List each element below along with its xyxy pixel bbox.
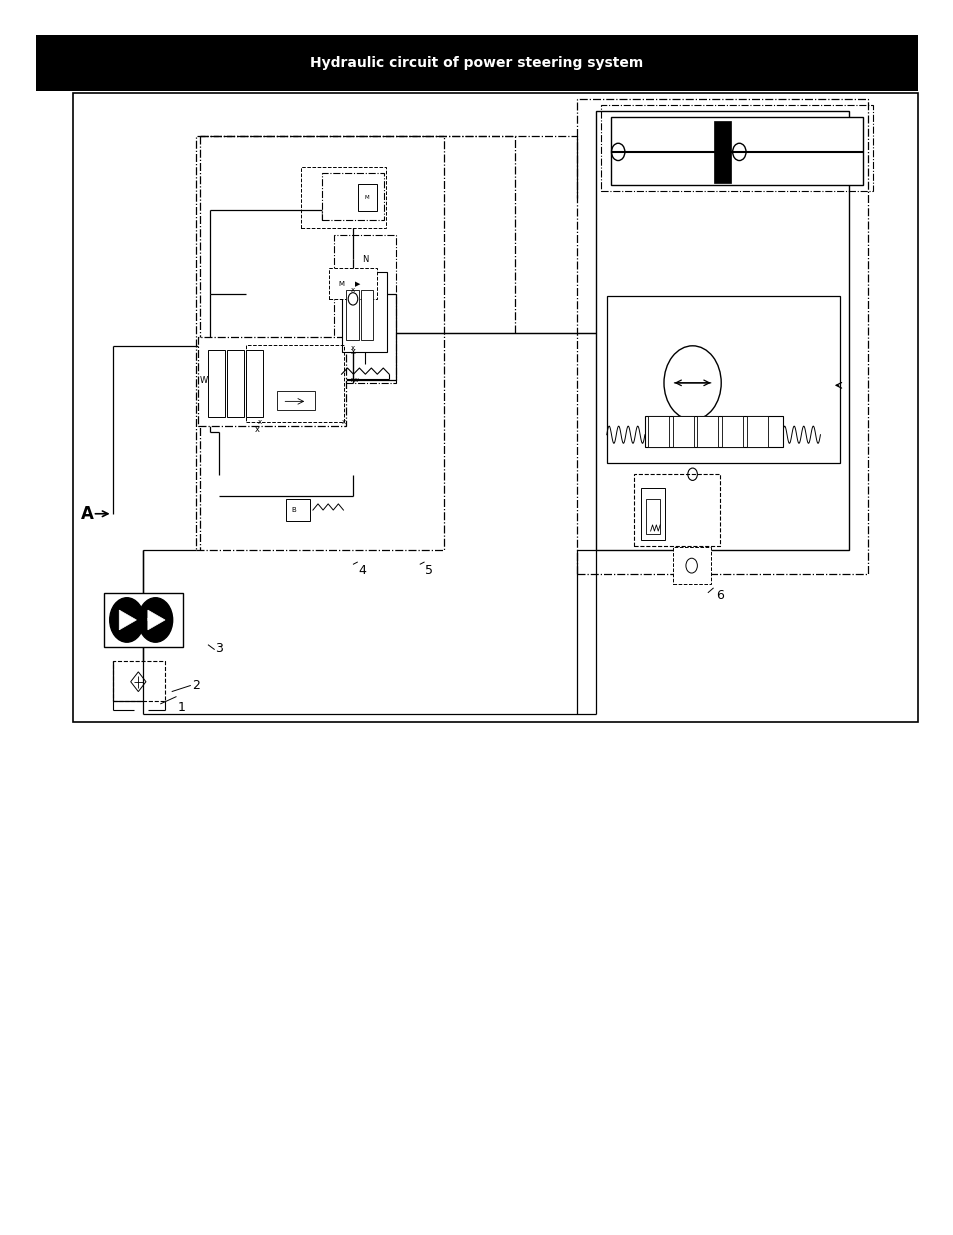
Circle shape [138, 598, 172, 642]
Text: W: W [200, 375, 208, 385]
Bar [647, 416, 668, 447]
Bar [610, 117, 862, 185]
Text: 4: 4 [358, 564, 366, 577]
Bar [721, 416, 742, 447]
Text: Hydraulic circuit of power steering system: Hydraulic circuit of power steering syst… [310, 56, 643, 70]
Bar [360, 290, 373, 340]
Bar [72, 93, 917, 722]
Text: 3: 3 [215, 642, 223, 655]
Text: M: M [338, 282, 344, 287]
Bar [300, 167, 386, 228]
Bar [246, 350, 263, 417]
Bar [577, 99, 867, 574]
Bar [713, 121, 730, 183]
Bar [640, 488, 664, 540]
Bar [645, 499, 659, 534]
Bar [322, 173, 384, 220]
Bar [672, 547, 710, 584]
Bar [600, 105, 872, 191]
Text: x: x [257, 420, 261, 425]
Text: B: B [292, 508, 295, 513]
Bar [36, 35, 917, 91]
Bar [227, 350, 244, 417]
Bar [286, 499, 310, 521]
Bar [104, 593, 183, 647]
Text: ▶: ▶ [355, 282, 360, 287]
Bar [746, 416, 767, 447]
Text: PW: PW [350, 378, 359, 383]
Bar [208, 350, 225, 417]
Bar [195, 136, 443, 550]
Bar [672, 416, 693, 447]
Bar [644, 416, 782, 447]
Circle shape [110, 598, 144, 642]
Text: 1: 1 [177, 701, 185, 714]
Bar [334, 235, 395, 383]
Text: 6: 6 [716, 589, 723, 601]
Text: FIRST: FIRST [120, 618, 133, 622]
Text: x: x [351, 346, 355, 351]
Bar [346, 290, 358, 340]
Text: SECOND: SECOND [147, 618, 164, 622]
Bar [276, 391, 314, 410]
Text: 2: 2 [192, 679, 199, 692]
Text: A: A [81, 505, 94, 522]
Bar [341, 272, 387, 352]
Text: x: x [254, 425, 260, 435]
Text: x: x [341, 420, 345, 425]
Text: N: N [362, 254, 368, 264]
Bar [357, 184, 376, 211]
Bar [198, 337, 346, 426]
Bar [634, 474, 720, 546]
Bar [596, 111, 848, 550]
Polygon shape [119, 610, 136, 630]
Bar [329, 268, 376, 299]
Bar [697, 416, 718, 447]
Polygon shape [148, 610, 165, 630]
Text: 5: 5 [425, 564, 433, 577]
Bar [606, 296, 840, 463]
Text: x: x [350, 347, 355, 357]
Bar [112, 661, 165, 701]
Text: x: x [351, 288, 355, 293]
Bar [246, 345, 344, 422]
Text: M: M [365, 195, 369, 200]
